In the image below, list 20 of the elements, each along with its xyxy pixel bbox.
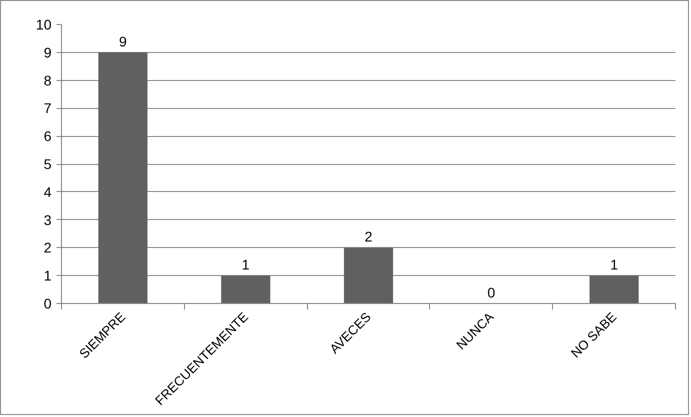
data-label: 0	[487, 284, 496, 300]
y-tick-label: 7	[44, 100, 52, 116]
y-tick-label: 2	[44, 240, 52, 256]
bar	[221, 276, 270, 304]
y-tick-label: 9	[44, 44, 52, 60]
y-tick-label: 8	[44, 72, 52, 88]
bar	[98, 52, 148, 304]
data-label: 9	[119, 33, 128, 50]
bar	[344, 248, 394, 304]
y-tick-label: 3	[44, 212, 52, 228]
y-tick-label: 5	[44, 156, 52, 172]
y-tick-label: 0	[44, 296, 52, 312]
bar	[590, 276, 639, 304]
y-tick-label: 4	[44, 184, 52, 200]
data-label: 2	[364, 228, 373, 245]
data-label: 1	[242, 256, 250, 273]
y-tick-label: 10	[36, 16, 52, 32]
y-tick-label: 1	[44, 268, 52, 284]
data-label: 1	[610, 256, 618, 273]
y-tick-label: 6	[44, 128, 52, 144]
